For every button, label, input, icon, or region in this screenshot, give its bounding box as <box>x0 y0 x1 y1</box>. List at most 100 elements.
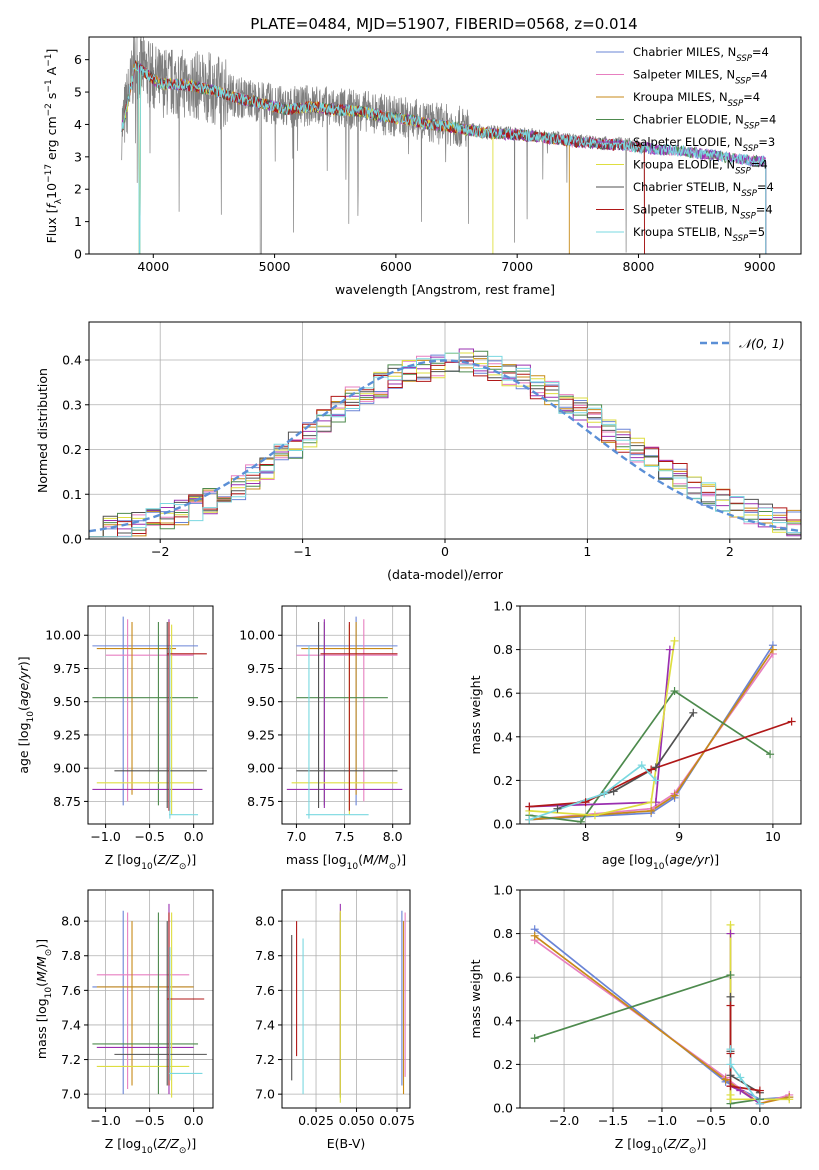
y-tick-label: 0.0 <box>62 532 82 547</box>
y-tick-label: 9.75 <box>247 661 275 676</box>
y-tick-label: 6 <box>74 52 82 67</box>
x-axis-label: Z [log10(Z/Z⊙)] <box>615 1136 706 1156</box>
spectrum-panel: 4000 5000 6000 7000 8000 9000 0 1 2 3 4 5 6 wavelengt… <box>44 36 802 297</box>
legend-entry-part: =4 <box>752 45 769 59</box>
marker-plus <box>530 1034 539 1043</box>
x-tick-label: 8000 <box>623 259 655 274</box>
marker-plus <box>726 1095 735 1104</box>
legend-entry-part: Chabrier MILES, N <box>633 45 736 59</box>
marker-plus <box>670 791 679 800</box>
axes-frame <box>88 36 802 255</box>
y-axis-label-part: f <box>44 203 59 209</box>
y-tick-label: 0.1 <box>62 487 82 502</box>
marker-plus <box>689 708 698 717</box>
y-axis-label-part: 10 <box>26 711 36 723</box>
marker-plus <box>525 815 534 824</box>
x-axis-label-part: ( <box>664 852 669 867</box>
marker-plus <box>665 645 674 654</box>
legend-entry: 𝒩(0, 1) <box>739 336 785 351</box>
axes-frame <box>519 605 802 825</box>
legend-entry: Kroupa ELODIE, NSSP=4 <box>633 158 768 177</box>
marker-plus <box>755 1086 764 1095</box>
x-tick-label: −2 <box>151 544 169 559</box>
marker-plus <box>726 971 735 980</box>
x-tick-label: −1 <box>293 544 311 559</box>
x-tick-label: 0.0 <box>184 1113 204 1128</box>
marker-plus <box>766 750 775 759</box>
x-axis-label-part: ⊙ <box>689 1146 697 1156</box>
y-axis-label: mass weight <box>468 959 483 1038</box>
y-axis-label-part: −2 <box>44 103 54 116</box>
x-tick-label: 0.0 <box>750 1113 770 1128</box>
y-tick-label: 7.8 <box>255 948 275 963</box>
legend-entry-part: SSP <box>735 167 751 177</box>
y-tick-label: 9.50 <box>247 694 275 709</box>
y-axis-label-part: ( <box>34 982 49 987</box>
error-bars <box>92 903 207 1098</box>
marker-plus <box>736 1086 745 1095</box>
y-axis-label: Flux [fλ10−17 erg cm−2 s−1 A−1] <box>44 49 64 244</box>
age-vs-mass-panel: 7.0 7.5 8.0 8.75 9.00 9.25 9.50 9.75 10.00 mass [… <box>239 605 411 872</box>
gaussian-curve <box>89 359 801 533</box>
marker-plus <box>651 763 660 772</box>
marker-plus <box>576 817 585 824</box>
y-tick-label: 7.0 <box>255 1087 275 1102</box>
x-tick-label: 7.5 <box>335 829 355 844</box>
x-tick-label: 7.0 <box>286 829 306 844</box>
y-axis-label-part: s <box>44 93 59 104</box>
marker-plus <box>726 992 735 1001</box>
x-tick-label: 8 <box>582 829 590 844</box>
spectrum-lines <box>121 37 767 254</box>
legend-entry-part: Salpeter ELODIE, N <box>633 135 743 149</box>
x-tick-label: 7000 <box>501 259 533 274</box>
error-bars <box>291 903 406 1103</box>
x-axis-label-part: 10 <box>141 1146 153 1156</box>
y-tick-label: 9.00 <box>247 761 275 776</box>
marker-plus <box>651 776 660 785</box>
x-axis-label-part: mass [log <box>286 852 347 867</box>
histogram-step <box>89 352 801 538</box>
y-axis-label-part: ( <box>16 706 31 711</box>
y-tick-label: 2 <box>74 182 82 197</box>
x-axis-label: Z [log10(Z/Z⊙)] <box>105 1136 196 1156</box>
legend-entry-part: SSP <box>743 144 759 154</box>
series-line <box>529 649 774 821</box>
y-axis-label-part: −17 <box>44 164 54 183</box>
y-axis-label: Normed distribution <box>35 368 50 493</box>
x-tick-label: 6000 <box>380 259 412 274</box>
x-axis-label-part: Z/Z <box>667 1136 690 1151</box>
y-axis-label-part: M/M <box>34 956 49 982</box>
legend-entry-part: Kroupa ELODIE, N <box>633 158 735 172</box>
y-axis-label-part: age [log <box>16 722 31 773</box>
marker-plus <box>530 931 539 940</box>
x-tick-label: 2 <box>726 544 734 559</box>
y-tick-label: 0.0 <box>493 817 513 832</box>
mass-vs-ebv-panel: 0.025 0.050 0.075 7.0 7.2 7.4 7.6 7.8 8.0 E(B-V) <box>255 889 415 1151</box>
y-axis-label: mass weight <box>468 675 483 754</box>
x-tick-label: 0.075 <box>379 1113 415 1128</box>
x-axis-label-part: )] <box>696 1136 706 1151</box>
marker-plus <box>647 806 656 815</box>
series-line <box>729 1049 761 1105</box>
x-axis-label-part: M/M <box>363 852 389 867</box>
error-bars <box>286 616 403 819</box>
x-tick-label: 4000 <box>137 259 169 274</box>
x-axis-label-part: age [log <box>602 852 653 867</box>
y-axis-label-part: 10 <box>44 183 59 199</box>
legend-entry-part: =3 <box>758 135 775 149</box>
y-axis-label: mass [log10(M/M⊙)] <box>34 939 54 1059</box>
x-axis-label-part: ⊙ <box>179 1146 187 1156</box>
y-tick-label: 5 <box>74 85 82 100</box>
x-axis-label-part: age/yr <box>669 852 710 867</box>
legend-entry-part: SSP <box>740 212 756 222</box>
legend-entry: Salpeter ELODIE, NSSP=3 <box>633 135 775 154</box>
legend-entry: Salpeter STELIB, NSSP=4 <box>633 203 773 222</box>
x-tick-label: 9000 <box>744 259 776 274</box>
legend-entry-part: =4 <box>743 90 760 104</box>
marker-plus <box>590 811 599 820</box>
x-axis-label-part: )] <box>709 852 719 867</box>
y-tick-label: 10.00 <box>239 628 275 643</box>
legend-entry: Kroupa MILES, NSSP=4 <box>633 90 760 109</box>
x-axis-label-part: Z [log <box>615 1136 651 1151</box>
